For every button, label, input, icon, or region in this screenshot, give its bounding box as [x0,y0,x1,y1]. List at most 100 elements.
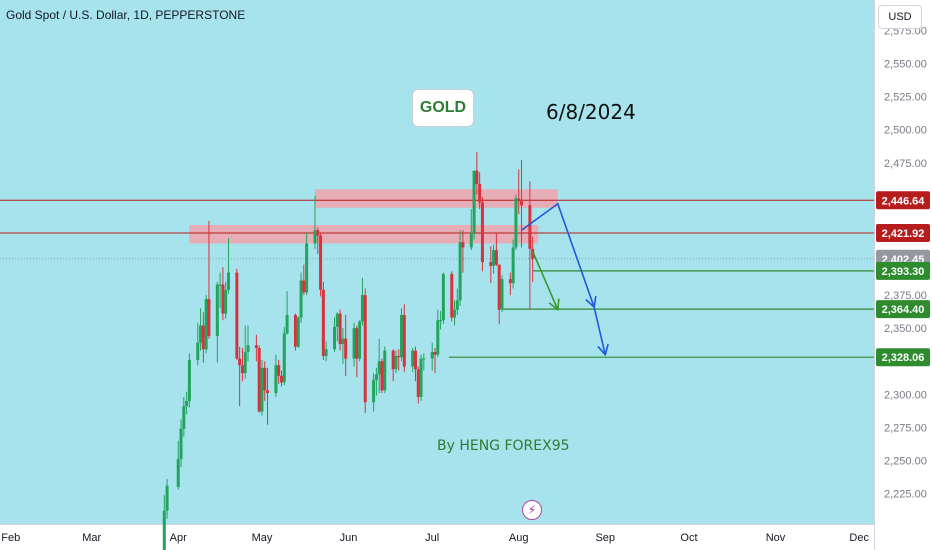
candle [335,312,339,342]
candle [411,348,415,372]
currency-selector[interactable]: USD [878,5,922,29]
candle-body [475,170,479,184]
candle [433,348,437,374]
price-badge [876,348,930,367]
candle-body [221,284,225,314]
candle-body [514,198,518,248]
candle-body [179,428,183,460]
candle-body [263,367,267,391]
candle [458,230,462,306]
candle [531,236,535,282]
candle-body [520,201,524,206]
candle-body [453,309,457,318]
green-projection-path-arrowhead [548,298,560,312]
candle [478,172,482,210]
candle-body [299,280,303,318]
candle [372,373,376,412]
candle-body [469,232,473,248]
candle-body [517,198,521,202]
candle-body [402,314,406,367]
time-axis-panel [0,524,874,550]
blue-projection-path-arrowhead [597,343,609,357]
candle [391,349,395,382]
x-tick-label: May [252,532,273,544]
candle-body [360,295,364,322]
candle [299,272,303,323]
candle [511,239,515,289]
candle [218,272,222,309]
candle-body [472,170,476,233]
candle [520,160,524,248]
candle-body [455,300,459,310]
candle-body [383,350,387,391]
candle [215,281,219,363]
candle [419,354,423,401]
candle [305,232,309,296]
x-tick-label: Sep [595,532,615,544]
candle [324,341,328,362]
candle-body [358,321,362,359]
candle-body [199,325,203,343]
candle-body [277,365,281,376]
candle [489,246,493,284]
author-annotation: By HENG FOREX95 [437,438,570,454]
candle-body [419,358,423,397]
candle [243,325,247,379]
candle-body [494,250,498,265]
candle-body [280,375,284,383]
candle-body [162,510,166,550]
price-badge-label: 2,446.64 [882,195,926,207]
candle-body [302,280,306,293]
candle [402,304,406,372]
candle [316,227,320,255]
candle [508,272,512,296]
candle-body [433,351,437,355]
y-tick-label: 2,275.00 [884,422,927,434]
candle [280,370,284,387]
candle [355,325,359,378]
candle-body [397,355,401,358]
candle [377,338,381,393]
candle [436,309,440,358]
x-tick-label: Aug [509,532,529,544]
candle [358,320,362,362]
candle-body [391,350,395,370]
candle-body [243,351,247,374]
candle-body [461,242,465,248]
candle [500,275,504,313]
candle-body [480,202,484,262]
y-tick-label: 2,375.00 [884,290,927,302]
y-tick-label: 2,300.00 [884,389,927,401]
candle [344,314,348,376]
candle-body [182,406,186,429]
y-tick-label: 2,225.00 [884,489,927,501]
candle-body [285,314,289,334]
candle [394,350,398,374]
candle-body [492,250,496,266]
price-badge-label: 2,393.30 [882,266,925,278]
y-tick-label: 2,550.00 [884,59,927,71]
candle [238,346,242,407]
x-tick-label: Feb [1,532,20,544]
candle-body [196,342,200,360]
candle-body [439,320,443,322]
candle [285,291,289,335]
candle-body [508,279,512,284]
candle-body [324,349,328,356]
candle [453,300,457,326]
candle-body [436,320,440,355]
price-badge [876,223,930,242]
candle [313,195,317,249]
candle-body [355,328,359,359]
resistance-zone-1 [314,189,558,208]
y-tick-label: 2,500.00 [884,125,927,137]
candle [338,309,342,351]
candle-body [458,242,462,301]
lightning-icon[interactable]: ⚡ [522,500,542,520]
price-badge [876,191,930,210]
candle [263,361,267,401]
candle-body [260,367,264,412]
candle [235,268,239,360]
